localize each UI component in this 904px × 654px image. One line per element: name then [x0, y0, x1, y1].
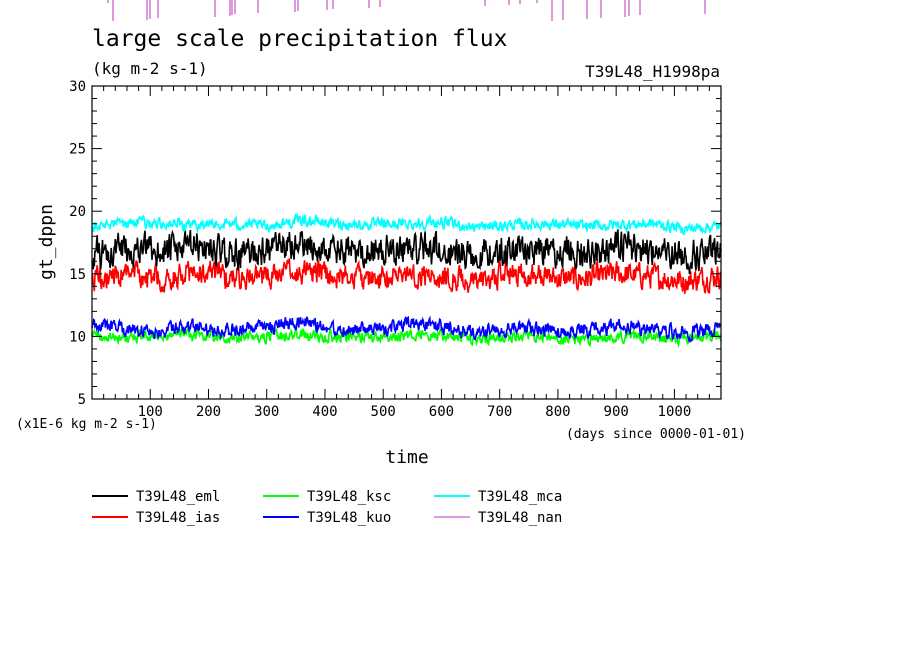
y-tick-label: 5	[78, 392, 86, 408]
experiment-label: T39L48_H1998pa	[585, 62, 720, 81]
legend-label: T39L48_ksc	[307, 489, 391, 505]
legend-item-t39l48-kuo: T39L48_kuo	[263, 510, 391, 526]
y-tick-label: 20	[69, 204, 86, 220]
x-tick-label: 600	[429, 404, 454, 420]
legend-label: T39L48_nan	[478, 510, 562, 526]
x-axis-label: time	[385, 447, 428, 468]
y-axis-label: gt_dppn	[36, 204, 57, 280]
units-label: (kg m-2 s-1)	[92, 59, 208, 78]
series-line-t39l48-kuo	[91, 315, 722, 344]
series-line-t39l48-eml	[91, 229, 722, 274]
legend-label: T39L48_mca	[478, 489, 562, 505]
x-unit-note: (days since 0000-01-01)	[566, 427, 746, 442]
chart-title: large scale precipitation flux	[92, 26, 507, 52]
legend: T39L48_eml T39L48_ias T39L48_ksc T39L48_kuo…	[92, 489, 562, 526]
series-line-t39l48-ias	[91, 258, 722, 294]
x-tick-label: 300	[254, 404, 279, 420]
series-layer	[91, 212, 722, 349]
series-line-t39l48-mca	[91, 212, 722, 236]
legend-item-t39l48-eml: T39L48_eml	[92, 489, 220, 505]
y-tick-label: 30	[69, 79, 86, 95]
x-tick-label: 1000	[658, 404, 692, 420]
legend-label: T39L48_ias	[136, 510, 220, 526]
legend-label: T39L48_kuo	[307, 510, 391, 526]
x-tick-label: 700	[487, 404, 512, 420]
y-scale-note: (x1E-6 kg m-2 s-1)	[16, 417, 157, 432]
legend-item-t39l48-mca: T39L48_mca	[434, 489, 562, 505]
x-tick-label: 900	[604, 404, 629, 420]
series-line-t39l48-ksc	[91, 327, 722, 349]
y-tick-label: 10	[69, 329, 86, 345]
x-tick-label: 500	[371, 404, 396, 420]
y-tick-label: 25	[69, 142, 86, 158]
legend-label: T39L48_eml	[136, 489, 220, 505]
x-tick-label: 800	[545, 404, 570, 420]
y-tick-label: 15	[69, 267, 86, 283]
x-tick-label: 400	[312, 404, 337, 420]
nan-series-marks	[107, 0, 706, 21]
x-tick-label: 100	[138, 404, 163, 420]
ticks-layer: 5 10 15 20 25 30 100 200 300 400 500 600 700 800 900 10…	[69, 79, 721, 420]
legend-item-t39l48-ias: T39L48_ias	[92, 510, 220, 526]
x-tick-label: 200	[196, 404, 221, 420]
legend-item-t39l48-nan: T39L48_nan	[434, 510, 562, 526]
legend-item-t39l48-ksc: T39L48_ksc	[263, 489, 391, 505]
